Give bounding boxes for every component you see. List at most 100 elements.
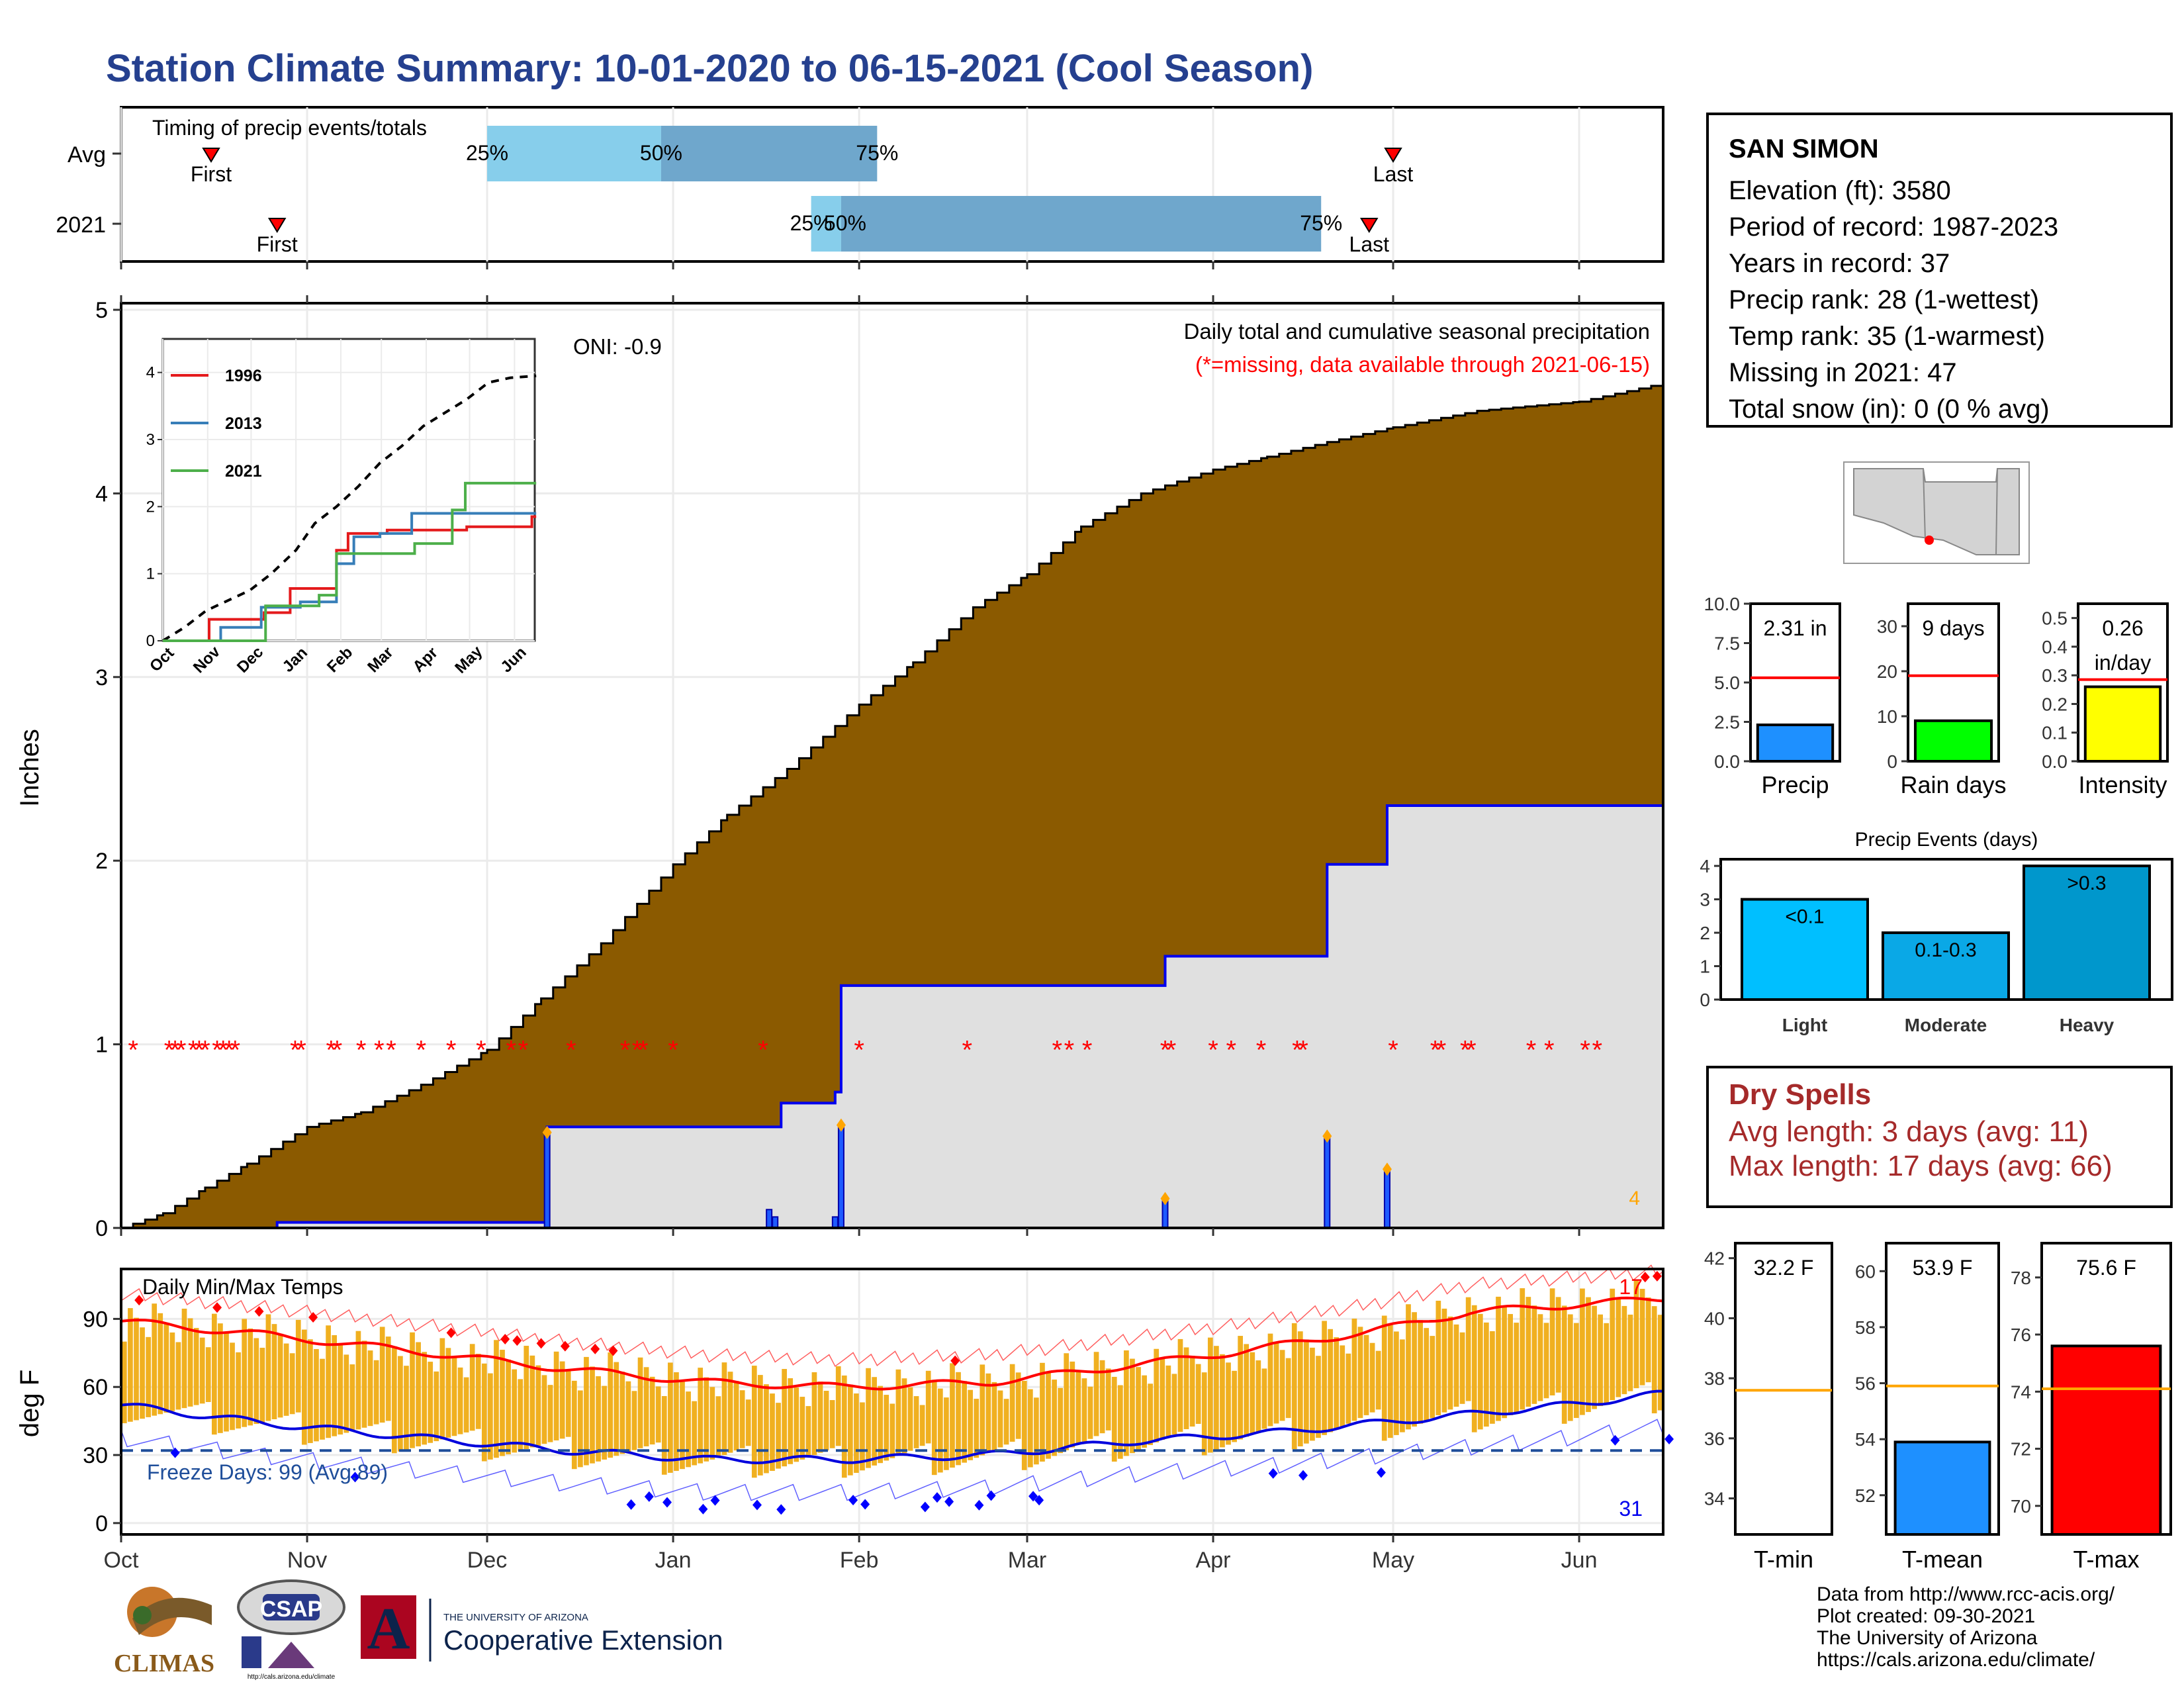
month-tick-label: Nov xyxy=(287,1548,327,1573)
missing-marker: * xyxy=(194,1036,205,1065)
footer-line-univ: The University of Arizona xyxy=(1817,1627,2038,1649)
temp-daily-bar xyxy=(878,1385,884,1464)
temp-daily-bar xyxy=(224,1333,229,1432)
month-tick-label: Jan xyxy=(655,1548,692,1573)
ua-cooperative-extension-text: Cooperative Extension xyxy=(443,1624,723,1656)
temp-daily-bar xyxy=(326,1325,331,1438)
precip-y-axis-title: Inches xyxy=(15,729,44,807)
temp-record-low-marker xyxy=(860,1499,870,1510)
temp-record-high-marker xyxy=(1652,1270,1662,1282)
temp-daily-bar xyxy=(1334,1337,1340,1430)
temp-daily-bar xyxy=(349,1364,355,1431)
missing-marker: * xyxy=(1580,1036,1590,1065)
temp-daily-bar xyxy=(1447,1316,1453,1410)
events-bar xyxy=(2023,865,2151,1001)
missing-marker: * xyxy=(326,1036,337,1065)
temp-daily-bar xyxy=(433,1371,439,1442)
temp-daily-bar xyxy=(1561,1305,1567,1424)
temp-daily-bar xyxy=(860,1402,865,1471)
temp-daily-bar xyxy=(1171,1374,1177,1435)
timing-last-marker xyxy=(1359,218,1379,233)
temp-daily-bar xyxy=(1093,1352,1099,1436)
tmax-y-tick-label: 76 xyxy=(2011,1325,2031,1345)
temp-daily-bar xyxy=(1040,1362,1045,1462)
missing-marker: * xyxy=(446,1036,457,1065)
missing-marker: * xyxy=(1160,1036,1171,1065)
tmax-bar xyxy=(2050,1344,2162,1536)
temp-daily-bar xyxy=(956,1372,961,1466)
temp-daily-bar xyxy=(788,1378,794,1464)
temp-daily-bar xyxy=(1520,1288,1525,1410)
temp-daily-bar xyxy=(889,1403,895,1458)
temp-y-axis-title: deg F xyxy=(15,1370,44,1437)
temp-daily-bar xyxy=(1117,1385,1123,1459)
temp-daily-bar xyxy=(355,1331,361,1430)
intensity-x-label: Intensity xyxy=(2078,771,2167,798)
temp-record-low-marker xyxy=(1610,1434,1620,1446)
temp-daily-bar xyxy=(1514,1323,1520,1413)
temp-daily-bar xyxy=(1273,1341,1279,1424)
temp-daily-bar xyxy=(1250,1352,1255,1434)
csap-logo: CSAP http://cals.arizona.edu/climate xyxy=(237,1579,345,1681)
month-tick-label: May xyxy=(1372,1548,1414,1573)
missing-marker: * xyxy=(632,1036,643,1065)
inset-y-tick-label: 0 xyxy=(146,632,155,650)
timing-bar-50-75 xyxy=(660,126,878,181)
missing-marker: * xyxy=(1298,1036,1308,1065)
temp-record-low-marker xyxy=(752,1499,762,1511)
temp-daily-bar xyxy=(1165,1365,1171,1438)
temp-daily-bar xyxy=(410,1332,415,1448)
temp-daily-bar xyxy=(193,1328,199,1405)
missing-marker: * xyxy=(188,1036,199,1065)
temp-daily-bar xyxy=(1621,1305,1627,1395)
temp-daily-bar xyxy=(1148,1383,1154,1445)
timing-row-label: 2021 xyxy=(56,212,106,238)
timing-bar-50-75 xyxy=(841,196,1322,252)
inset-y-tick-label: 4 xyxy=(146,364,155,382)
temp-record-low-line xyxy=(120,1419,1664,1501)
temp-daily-bar xyxy=(1555,1297,1561,1393)
temp-daily-bar xyxy=(289,1353,295,1415)
temp-daily-bar xyxy=(1639,1288,1645,1385)
precip-2021-cumulative-line xyxy=(121,804,1663,1229)
inset-series-line xyxy=(163,481,537,642)
temp-daily-bar xyxy=(1183,1347,1189,1430)
precip-total-y-tick-label: 2.5 xyxy=(1714,712,1740,733)
temp-record-low-marker xyxy=(698,1503,708,1515)
temp-daily-bar xyxy=(643,1367,649,1446)
missing-marker: * xyxy=(1466,1036,1477,1065)
precip-daily-marker xyxy=(836,1118,846,1132)
events-category-label: Heavy xyxy=(2060,1015,2115,1035)
temp-record-high-marker xyxy=(446,1327,456,1338)
temp-daily-bar xyxy=(518,1379,523,1451)
temp-daily-bar xyxy=(1471,1305,1477,1432)
temp-daily-bar xyxy=(559,1361,565,1439)
precip-title: Daily total and cumulative seasonal prec… xyxy=(1184,319,1650,344)
temp-daily-bar xyxy=(230,1342,235,1430)
temp-daily-bar xyxy=(1279,1350,1285,1421)
temp-daily-bar xyxy=(361,1340,367,1428)
inset-legend-label: 2013 xyxy=(225,414,262,433)
month-tick-label: Dec xyxy=(467,1548,507,1573)
inset-y-tick-label: 3 xyxy=(146,431,155,449)
station-name: SAN SIMON xyxy=(1729,134,1879,164)
missing-marker: * xyxy=(506,1036,517,1065)
temp-daily-bar xyxy=(1400,1339,1405,1432)
csap-logo-text: CSAP xyxy=(260,1597,322,1622)
missing-marker: * xyxy=(758,1036,768,1065)
temp-daily-bar xyxy=(1387,1323,1393,1438)
temp-daily-bar xyxy=(314,1348,319,1442)
precip-total-y-tick-label: 0.0 xyxy=(1714,751,1740,772)
timing-label-75: 75% xyxy=(1300,211,1342,235)
timing-last-label: Last xyxy=(1349,232,1390,256)
temp-daily-bar xyxy=(968,1389,974,1460)
temp-daily-bar xyxy=(848,1384,853,1476)
temp-daily-bar xyxy=(163,1323,169,1413)
missing-marker: * xyxy=(170,1036,181,1065)
temp-daily-bar xyxy=(1496,1296,1501,1421)
temp-daily-bar xyxy=(494,1340,499,1458)
temp-daily-bar xyxy=(332,1335,338,1436)
temp-daily-bar xyxy=(367,1350,373,1427)
missing-marker: * xyxy=(1592,1036,1602,1065)
rain-days-value-label: 9 days xyxy=(1922,616,1984,640)
